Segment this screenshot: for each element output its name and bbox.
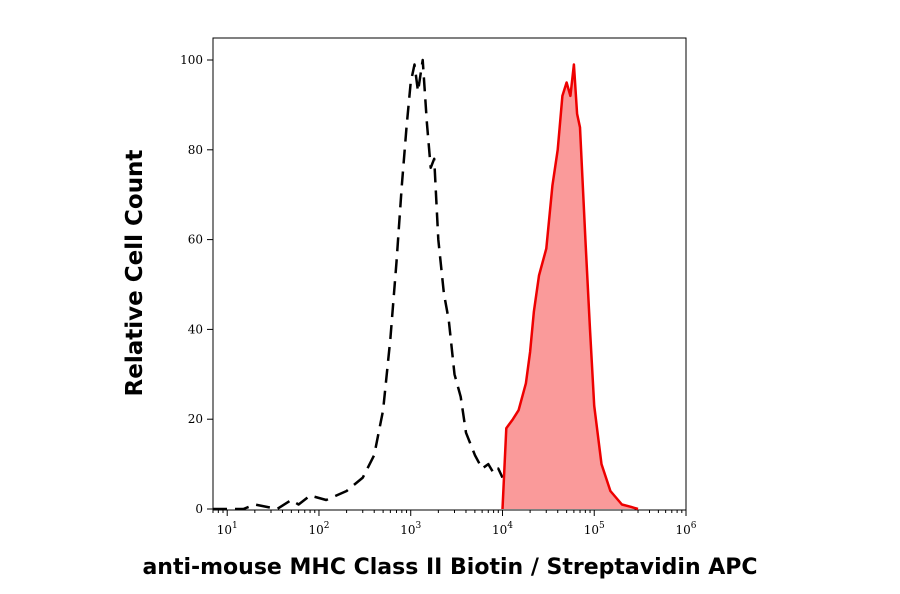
- y-tick-label-20: 20: [188, 412, 203, 426]
- x-axis-ticks: 101 102 103 104 105 106: [212, 510, 697, 537]
- y-axis-title: Relative Cell Count: [122, 150, 148, 397]
- x-tick-label-10e3: 103: [400, 521, 421, 537]
- y-tick-label-0: 0: [195, 502, 203, 516]
- x-tick-label-10e6: 106: [675, 521, 696, 537]
- series-1-fill: [502, 64, 638, 509]
- series-layer: [213, 58, 639, 511]
- y-tick-label-60: 60: [188, 233, 203, 247]
- x-tick-label-10e2: 102: [308, 521, 329, 537]
- x-tick-label-10e4: 104: [492, 521, 513, 537]
- plot-frame: [212, 37, 687, 511]
- x-axis-title: anti-mouse MHC Class II Biotin / Strepta…: [142, 555, 757, 580]
- series-0-line: [213, 58, 504, 511]
- y-tick-label-100: 100: [180, 53, 203, 67]
- series-1-line: [501, 63, 639, 511]
- y-tick-label-40: 40: [188, 322, 203, 336]
- x-tick-label-10e1: 101: [217, 521, 238, 537]
- x-tick-label-10e5: 105: [584, 521, 605, 537]
- y-tick-label-80: 80: [188, 143, 203, 157]
- y-axis-ticks: 0 20 40 60 80 100: [180, 53, 213, 516]
